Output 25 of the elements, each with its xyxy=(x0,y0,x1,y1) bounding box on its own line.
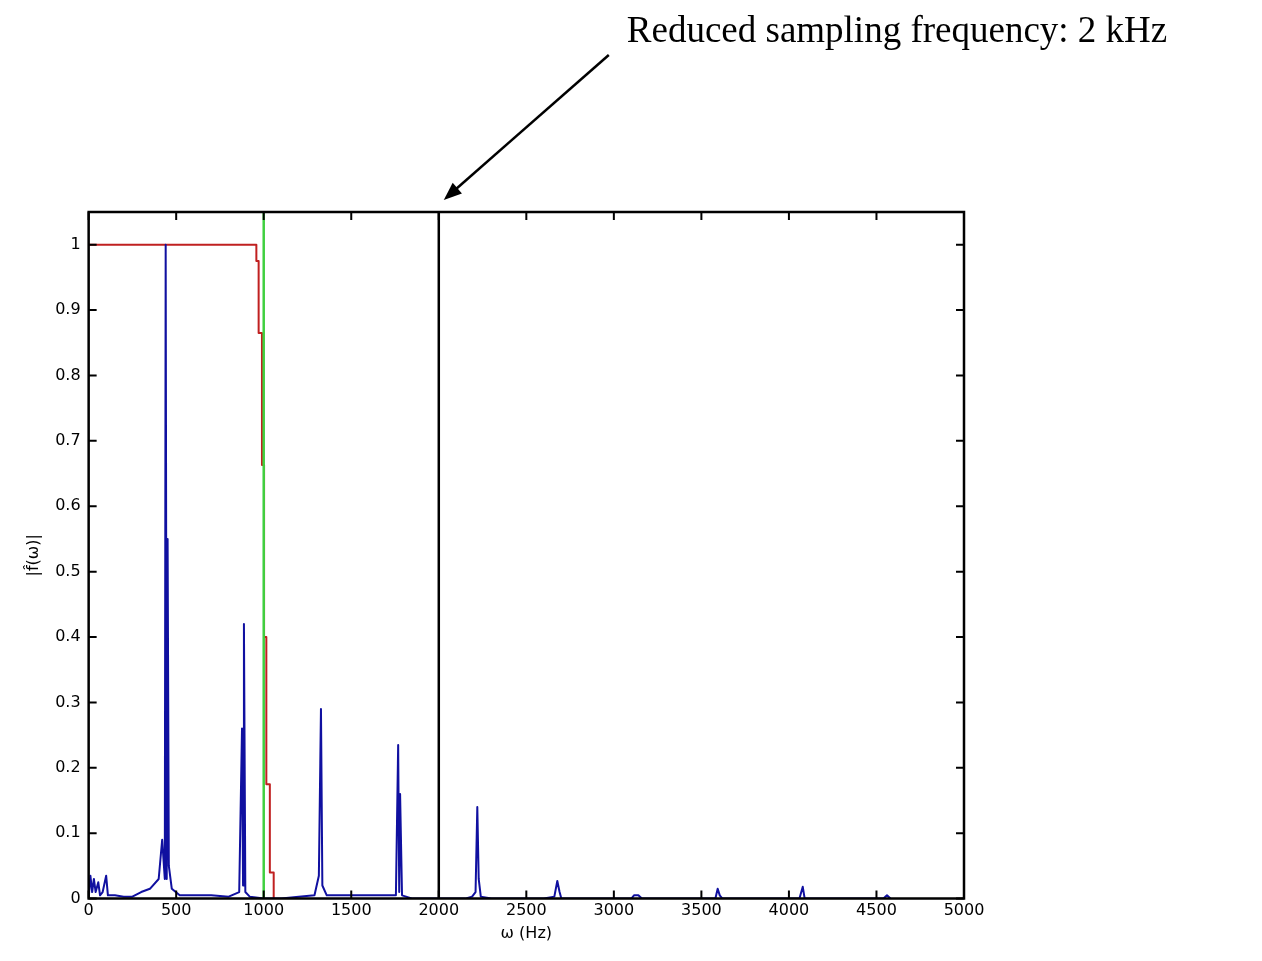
x-axis-title: ω (Hz) xyxy=(500,922,553,942)
y-tick-label: 0.1 xyxy=(55,822,81,842)
x-tick-label: 3000 xyxy=(593,900,635,920)
y-tick-label: 0.4 xyxy=(55,626,81,646)
y-tick-label: 0.9 xyxy=(55,299,81,319)
x-tick-label: 2000 xyxy=(418,900,460,920)
y-tick-label: 0.7 xyxy=(55,430,81,450)
x-tick-label: 5000 xyxy=(943,900,985,920)
x-tick-label: 3500 xyxy=(681,900,722,920)
y-tick-label: 0.5 xyxy=(55,560,81,580)
y-tick-label: 0 xyxy=(70,887,81,907)
y-tick-label: 0.6 xyxy=(55,495,81,515)
y-tick-label: 0.2 xyxy=(55,756,81,776)
y-axis-title: |f̂(ω)| xyxy=(22,534,42,577)
x-tick-label: 4500 xyxy=(856,900,897,920)
x-tick-label: 0 xyxy=(83,900,94,920)
x-tick-label: 2500 xyxy=(505,900,547,920)
y-tick-label: 1 xyxy=(70,233,81,253)
x-tick-label: 500 xyxy=(160,900,192,920)
text: Reduced sampling frequency: 2 kHz xyxy=(626,8,1168,51)
y-tick-label: 0.3 xyxy=(55,691,81,711)
y-tick-label: 0.8 xyxy=(55,364,81,384)
x-tick-label: 1500 xyxy=(330,900,372,920)
x-tick-label: 1000 xyxy=(243,900,285,920)
x-tick-label: 4000 xyxy=(768,900,810,920)
